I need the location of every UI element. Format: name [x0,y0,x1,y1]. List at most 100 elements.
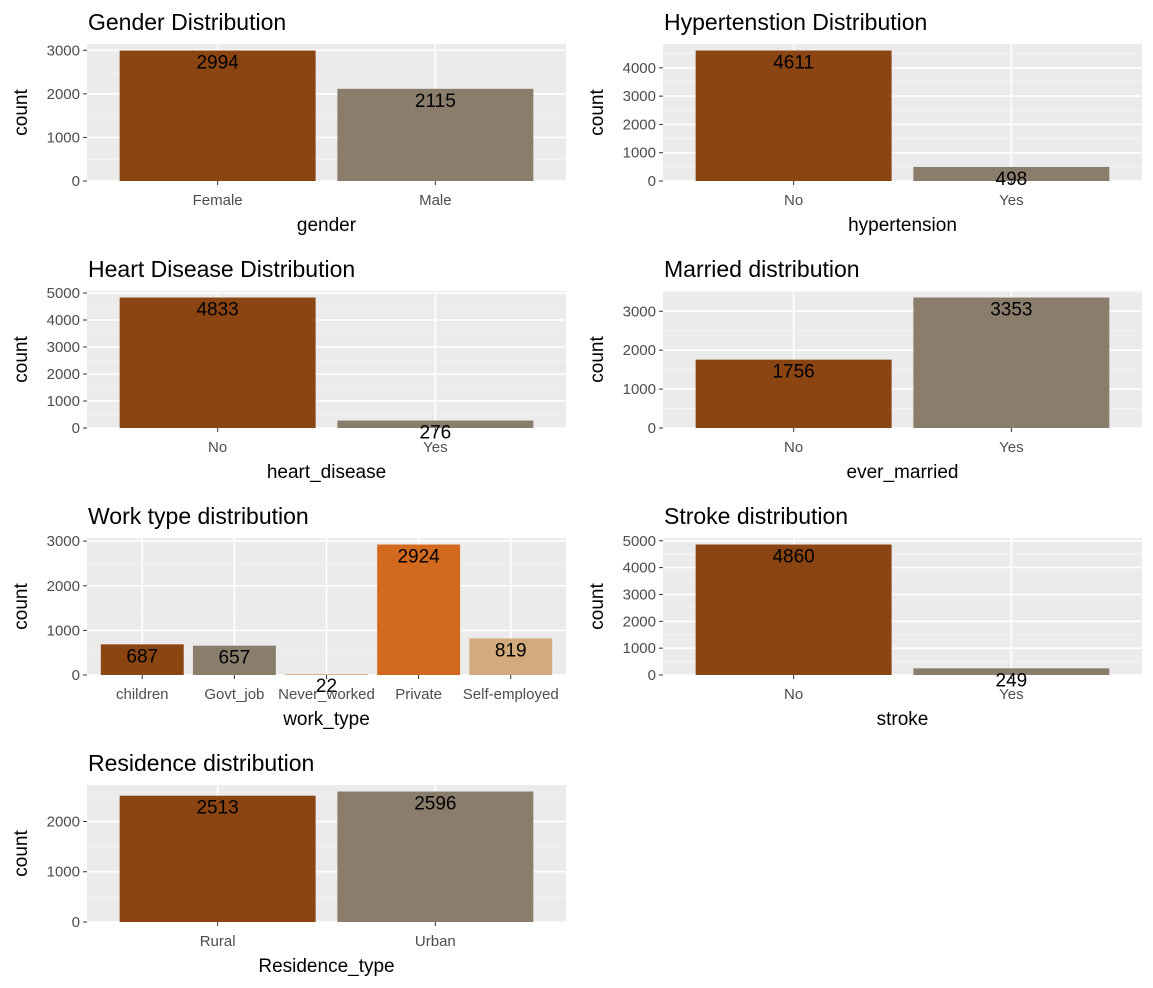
bar [469,638,553,675]
x-axis-label: stroke [877,709,929,730]
chart-title: Work type distribution [88,503,309,529]
y-axis-label: count [11,830,32,877]
data-label: 22 [316,676,337,697]
data-label: 1756 [772,362,814,383]
y-tick-label: 3000 [623,88,656,105]
y-tick-label: 3000 [623,303,656,320]
chart-title: Hypertenstion Distribution [664,9,927,35]
chart-panel: 0 1000 2000 3000 4000 5000 4860 249 No Yes Stroke … [576,494,1152,741]
y-axis-label: count [587,89,608,136]
bar [119,795,316,922]
x-tick-label: Rural [200,933,236,950]
y-tick-label: 0 [648,420,656,437]
bar [695,544,892,675]
y-tick-label: 1000 [623,640,656,657]
data-label: 2513 [196,798,238,819]
x-axis-label: ever_married [847,462,959,483]
y-tick-label: 2000 [623,116,656,133]
chart-panel: 0 1000 2000 3000 1756 3353 No Yes Married distri… [576,247,1152,494]
x-tick-label: Female [193,192,243,209]
y-tick-label: 4000 [623,60,656,77]
chart-panel: 0 1000 2000 3000 2994 2115 Female Male Gender Di… [0,0,576,247]
y-tick-label: 0 [72,173,80,190]
data-label: 2994 [196,53,239,74]
bar [337,420,534,428]
data-label: 498 [996,169,1028,190]
chart-panel: 0 1000 2000 2513 2596 Rural Urban Residence dis… [0,741,576,988]
x-tick-label: Govt_job [204,686,264,703]
x-tick-label: Yes [999,439,1023,456]
x-tick-label: No [784,192,803,209]
data-label: 687 [126,646,158,667]
y-axis-label: count [11,89,32,136]
x-tick-label: No [208,439,227,456]
x-tick-label: Yes [999,192,1023,209]
y-tick-label: 1000 [623,145,656,162]
data-label: 819 [495,640,527,661]
y-tick-label: 0 [648,667,656,684]
data-label: 276 [420,423,452,444]
data-label: 2115 [415,91,456,112]
bar-chart: 0 1000 2000 2513 2596 Rural Urban Residence dis… [11,750,566,977]
bar-chart: 0 1000 2000 3000 4000 4611 498 No Yes Hypertensti… [587,9,1142,236]
y-tick-label: 3000 [47,339,80,356]
y-tick-label: 3000 [47,42,80,59]
bar [913,166,1110,181]
data-label: 249 [996,670,1028,691]
y-tick-label: 2000 [47,366,80,383]
bar [377,544,461,675]
y-axis-label: count [11,336,32,383]
bar [100,644,184,675]
y-axis-label: count [587,583,608,630]
data-label: 2596 [414,794,456,815]
x-tick-label: Private [395,686,442,703]
y-tick-label: 4000 [47,312,80,329]
bar [695,359,892,428]
bar [337,88,534,181]
data-label: 2924 [397,547,440,568]
y-axis-label: count [11,583,32,630]
y-tick-label: 4000 [623,560,656,577]
x-axis-label: gender [297,215,357,236]
y-axis-label: count [587,336,608,383]
y-tick-label: 0 [72,420,80,437]
y-tick-label: 1000 [47,393,80,410]
y-tick-label: 1000 [623,381,656,398]
bar [337,791,534,922]
x-tick-label: No [784,439,803,456]
bar-chart: 0 1000 2000 3000 4000 5000 4833 276 No Yes Heart D… [11,256,566,483]
x-axis-label: hypertension [848,215,957,236]
x-tick-label: Self-employed [463,686,559,703]
x-axis-label: Residence_type [258,956,394,977]
data-label: 657 [219,648,251,669]
chart-panel: 0 1000 2000 3000 4000 4611 498 No Yes Hypertensti… [576,0,1152,247]
bar-chart: 0 1000 2000 3000 4000 5000 4860 249 No Yes Stroke … [587,503,1142,730]
y-tick-label: 2000 [623,613,656,630]
chart-title: Stroke distribution [664,503,848,529]
x-axis-label: work_type [282,709,370,730]
y-tick-label: 0 [72,667,80,684]
bar [119,297,316,428]
y-tick-label: 3000 [623,586,656,603]
chart-title: Married distribution [664,256,860,282]
x-tick-label: children [116,686,169,703]
chart-panel: 0 1000 2000 3000 4000 5000 4833 276 No Yes Heart D… [0,247,576,494]
y-tick-label: 1000 [47,129,80,146]
y-tick-label: 3000 [47,533,80,550]
chart-title: Heart Disease Distribution [88,256,355,282]
y-tick-label: 5000 [623,533,656,550]
y-tick-label: 2000 [623,342,656,359]
y-tick-label: 0 [72,914,80,931]
data-label: 3353 [990,300,1032,321]
bar [192,645,276,675]
data-label: 4860 [772,547,814,568]
bar [913,668,1110,675]
x-tick-label: Urban [415,933,456,950]
bar [119,50,316,182]
bar-chart: 0 1000 2000 3000 2994 2115 Female Male Gender Di… [11,9,566,236]
x-tick-label: Never_worked [278,686,375,703]
x-tick-label: Yes [999,686,1023,703]
y-tick-label: 2000 [47,813,80,830]
chart-title: Residence distribution [88,750,314,776]
